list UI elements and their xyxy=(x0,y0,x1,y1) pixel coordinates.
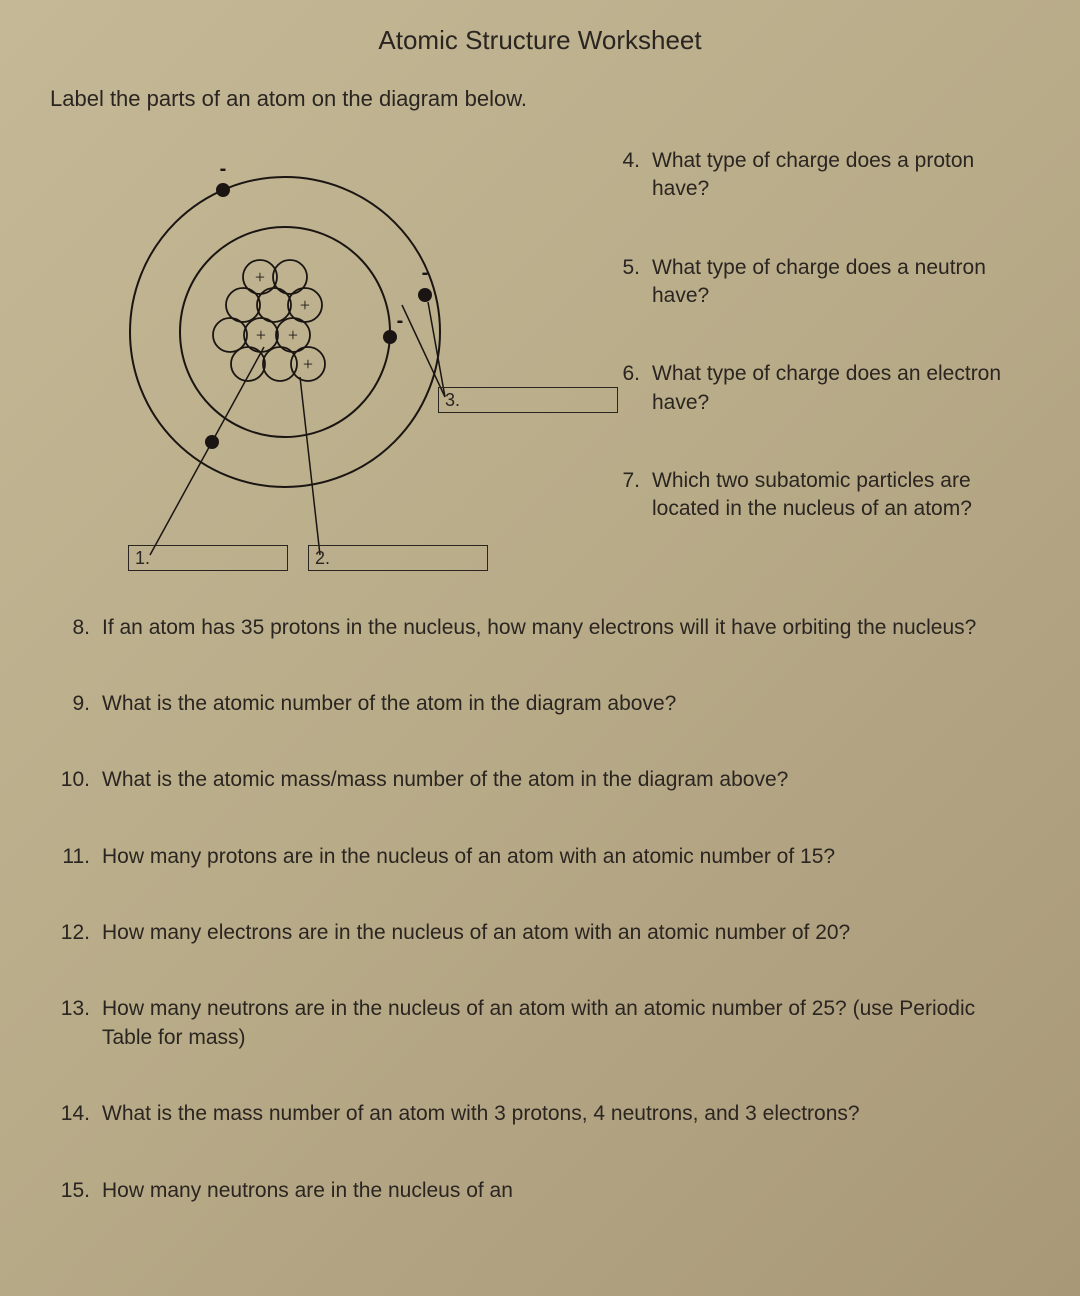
question-item: 7.Which two subatomic particles are loca… xyxy=(610,467,1030,524)
diagram-label-box: 1. xyxy=(128,545,288,571)
question-number: 14. xyxy=(60,1100,90,1128)
top-section: +++++--- 1.2.3. 4.What type of charge do… xyxy=(50,127,1030,574)
question-number: 8. xyxy=(60,614,90,642)
question-item: 14. What is the mass number of an atom wi… xyxy=(60,1100,1030,1128)
question-text: How many neutrons are in the nucleus of … xyxy=(102,995,1030,1052)
question-number: 10. xyxy=(60,766,90,794)
diagram-label-box: 3. xyxy=(438,387,618,413)
instruction-text: Label the parts of an atom on the diagra… xyxy=(50,86,1030,112)
svg-text:+: + xyxy=(288,325,298,345)
question-item: 10. What is the atomic mass/mass number o… xyxy=(60,766,1030,794)
svg-text:+: + xyxy=(255,267,265,287)
question-text: What is the atomic mass/mass number of t… xyxy=(102,766,788,794)
svg-text:-: - xyxy=(422,262,429,284)
question-number: 13. xyxy=(60,995,90,1052)
svg-text:+: + xyxy=(300,295,310,315)
worksheet-title: Atomic Structure Worksheet xyxy=(50,25,1030,56)
question-text: What is the mass number of an atom with … xyxy=(102,1100,860,1128)
question-text: What type of charge does an electron hav… xyxy=(652,360,1030,417)
atom-svg: +++++--- xyxy=(50,127,620,577)
question-item: 13. How many neutrons are in the nucleus … xyxy=(60,995,1030,1052)
question-number: 11. xyxy=(60,843,90,871)
question-text: If an atom has 35 protons in the nucleus… xyxy=(102,614,976,642)
question-item: 6.What type of charge does an electron h… xyxy=(610,360,1030,417)
question-text: What type of charge does a neutron have? xyxy=(652,254,1030,311)
question-text: What type of charge does a proton have? xyxy=(652,147,1030,204)
question-item: 4.What type of charge does a proton have… xyxy=(610,147,1030,204)
right-questions: 4.What type of charge does a proton have… xyxy=(610,127,1030,574)
question-text: How many neutrons are in the nucleus of … xyxy=(102,1177,513,1205)
question-item: 11. How many protons are in the nucleus o… xyxy=(60,843,1030,871)
question-item: 8. If an atom has 35 protons in the nucle… xyxy=(60,614,1030,642)
question-item: 12. How many electrons are in the nucleus… xyxy=(60,919,1030,947)
svg-text:-: - xyxy=(397,310,404,332)
question-item: 9. What is the atomic number of the atom … xyxy=(60,690,1030,718)
question-item: 15. How many neutrons are in the nucleus … xyxy=(60,1177,1030,1205)
svg-text:-: - xyxy=(220,158,227,180)
atom-diagram: +++++--- 1.2.3. xyxy=(50,127,580,567)
question-text: How many protons are in the nucleus of a… xyxy=(102,843,835,871)
question-number: 9. xyxy=(60,690,90,718)
question-number: 12. xyxy=(60,919,90,947)
diagram-label-box: 2. xyxy=(308,545,488,571)
question-text: Which two subatomic particles are locate… xyxy=(652,467,1030,524)
question-text: How many electrons are in the nucleus of… xyxy=(102,919,850,947)
svg-text:+: + xyxy=(303,354,313,374)
question-text: What is the atomic number of the atom in… xyxy=(102,690,676,718)
question-item: 5.What type of charge does a neutron hav… xyxy=(610,254,1030,311)
bottom-questions: 8. If an atom has 35 protons in the nucle… xyxy=(50,614,1030,1205)
question-number: 15. xyxy=(60,1177,90,1205)
svg-text:+: + xyxy=(256,325,266,345)
